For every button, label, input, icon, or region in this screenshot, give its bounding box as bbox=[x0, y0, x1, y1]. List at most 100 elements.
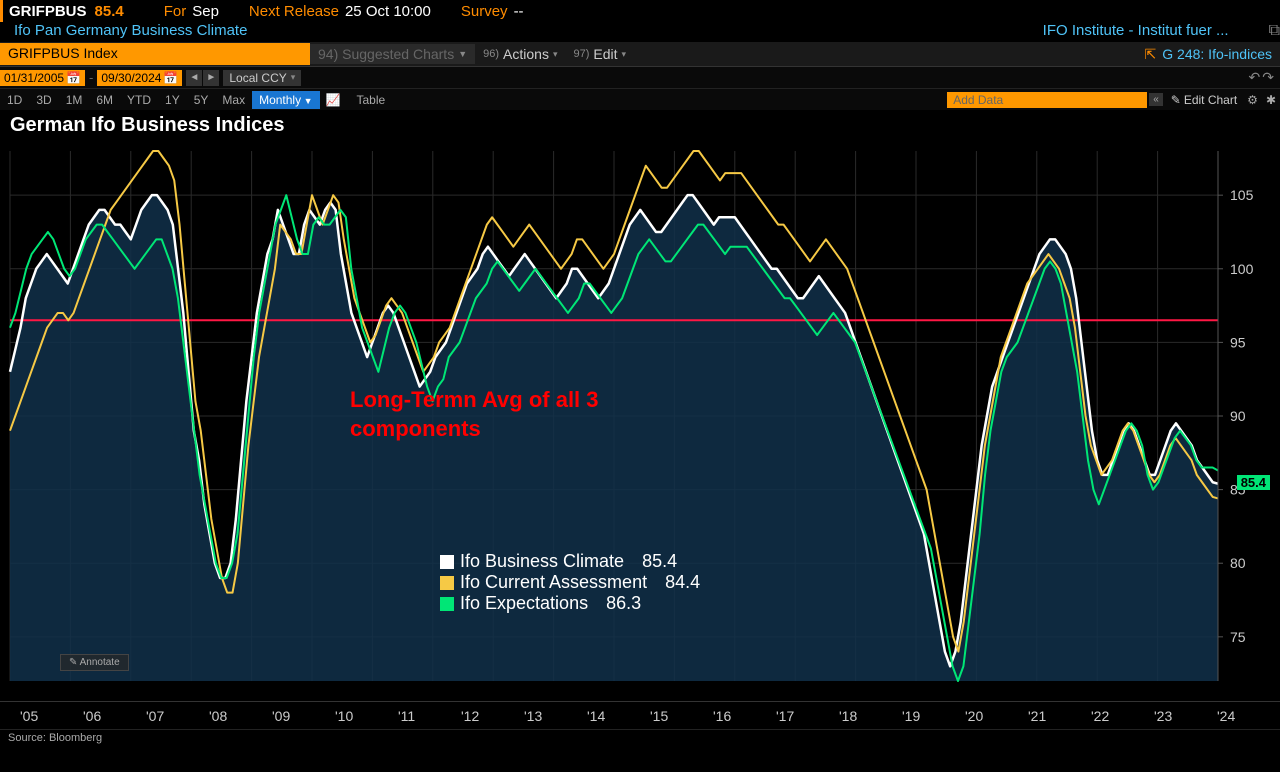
chart-annotation: Long-Termn Avg of all 3 components bbox=[350, 386, 599, 443]
x-tick: '07 bbox=[146, 708, 209, 724]
toolbar-period: 1D3D1M6MYTD1Y5YMaxMonthly ▼ 📈 Table Add … bbox=[0, 88, 1280, 110]
value-badge: 85.4 bbox=[1237, 475, 1270, 490]
legend-label: Ifo Business Climate bbox=[460, 551, 624, 572]
suggested-charts-button[interactable]: 94) Suggested Charts▼ bbox=[310, 44, 475, 64]
x-tick: '15 bbox=[650, 708, 713, 724]
date-from-input[interactable]: 01/31/2005📅 bbox=[0, 70, 85, 86]
chart-area[interactable]: 7580859095100105 Long-Termn Avg of all 3… bbox=[0, 141, 1280, 701]
header-ticker-row: GRIFPBUS 85.4 For Sep Next Release 25 Oc… bbox=[0, 0, 1280, 22]
x-tick: '23 bbox=[1154, 708, 1217, 724]
svg-text:95: 95 bbox=[1230, 334, 1246, 350]
undo-button[interactable]: ↶ bbox=[1249, 69, 1261, 86]
search-input[interactable]: GRIFPBUS Index bbox=[0, 43, 310, 65]
table-button[interactable]: Table bbox=[346, 91, 395, 109]
date-prev-button[interactable]: ◄ bbox=[186, 70, 202, 86]
period-1y[interactable]: 1Y bbox=[158, 91, 187, 109]
legend-value: 86.3 bbox=[606, 593, 641, 614]
x-tick: '18 bbox=[839, 708, 902, 724]
export-icon[interactable]: ⇱ bbox=[1145, 46, 1157, 63]
subtitle-row: Ifo Pan Germany Business Climate IFO Ins… bbox=[0, 22, 1280, 42]
add-data-input[interactable]: Add Data bbox=[947, 92, 1147, 108]
x-tick: '22 bbox=[1091, 708, 1154, 724]
x-tick: '21 bbox=[1028, 708, 1091, 724]
annotate-button[interactable]: ✎ Annotate bbox=[60, 654, 129, 671]
toolbar-date: 01/31/2005📅 - 09/30/2024📅 ◄ ► Local CCY▾… bbox=[0, 66, 1280, 88]
chart-legend: Ifo Business Climate 85.4Ifo Current Asse… bbox=[440, 551, 700, 614]
legend-row: Ifo Expectations 86.3 bbox=[440, 593, 700, 614]
x-tick: '20 bbox=[965, 708, 1028, 724]
legend-row: Ifo Business Climate 85.4 bbox=[440, 551, 700, 572]
ticker-value: 85.4 bbox=[95, 3, 124, 20]
actions-num: 96) bbox=[483, 48, 499, 60]
date-next-button[interactable]: ► bbox=[203, 70, 219, 86]
annotation-line2: components bbox=[350, 415, 599, 444]
g-link[interactable]: G 248: Ifo-indices bbox=[1162, 46, 1280, 62]
ccy-select[interactable]: Local CCY▾ bbox=[223, 70, 301, 86]
svg-text:80: 80 bbox=[1230, 555, 1246, 571]
suggested-label: 94) Suggested Charts bbox=[318, 46, 454, 62]
edit-num: 97) bbox=[573, 48, 589, 60]
actions-label: Actions bbox=[503, 46, 549, 62]
legend-value: 84.4 bbox=[665, 572, 700, 593]
x-tick: '11 bbox=[398, 708, 461, 724]
chart-type-icon[interactable]: 📈 bbox=[320, 93, 347, 107]
svg-text:75: 75 bbox=[1230, 629, 1246, 645]
legend-label: Ifo Expectations bbox=[460, 593, 588, 614]
next-release-value: 25 Oct 10:00 bbox=[345, 3, 431, 20]
x-axis: '05'06'07'08'09'10'11'12'13'14'15'16'17'… bbox=[0, 701, 1280, 729]
legend-value: 85.4 bbox=[642, 551, 677, 572]
date-to-input[interactable]: 09/30/2024📅 bbox=[97, 70, 182, 86]
x-tick: '24 bbox=[1217, 708, 1280, 724]
edit-chart-button[interactable]: ✎ Edit Chart bbox=[1165, 93, 1243, 107]
edit-label: Edit bbox=[593, 46, 617, 62]
period-buttons: 1D3D1M6MYTD1Y5YMaxMonthly ▼ bbox=[0, 91, 320, 109]
x-tick: '17 bbox=[776, 708, 839, 724]
footer-source: Source: Bloomberg bbox=[0, 729, 1280, 749]
period-5y[interactable]: 5Y bbox=[187, 91, 216, 109]
x-tick: '06 bbox=[83, 708, 146, 724]
chart-svg: 7580859095100105 bbox=[0, 141, 1280, 701]
svg-text:105: 105 bbox=[1230, 187, 1254, 203]
period-ytd[interactable]: YTD bbox=[120, 91, 158, 109]
svg-text:100: 100 bbox=[1230, 261, 1254, 277]
x-tick: '13 bbox=[524, 708, 587, 724]
toolbar-main: GRIFPBUS Index 94) Suggested Charts▼ 96)… bbox=[0, 42, 1280, 66]
annotation-line1: Long-Termn Avg of all 3 bbox=[350, 386, 599, 415]
legend-label: Ifo Current Assessment bbox=[460, 572, 647, 593]
subtitle-right: IFO Institute - Institut fuer ... bbox=[1043, 22, 1269, 42]
ticker-symbol: GRIFPBUS bbox=[9, 3, 87, 20]
collapse-button[interactable]: « bbox=[1149, 93, 1163, 106]
period-1m[interactable]: 1M bbox=[59, 91, 90, 109]
x-tick: '05 bbox=[20, 708, 83, 724]
redo-button[interactable]: ↷ bbox=[1262, 69, 1274, 86]
edit-button[interactable]: 97) Edit▾ bbox=[565, 44, 634, 64]
x-tick: '14 bbox=[587, 708, 650, 724]
period-6m[interactable]: 6M bbox=[89, 91, 120, 109]
x-tick: '16 bbox=[713, 708, 776, 724]
for-value: Sep bbox=[192, 3, 219, 20]
survey-label: Survey bbox=[461, 3, 508, 20]
x-tick: '08 bbox=[209, 708, 272, 724]
legend-swatch bbox=[440, 597, 454, 611]
survey-value: -- bbox=[514, 3, 524, 20]
legend-swatch bbox=[440, 576, 454, 590]
svg-text:90: 90 bbox=[1230, 408, 1246, 424]
next-release-label: Next Release bbox=[249, 3, 339, 20]
x-tick: '10 bbox=[335, 708, 398, 724]
popout-icon[interactable]: ⧉ bbox=[1269, 22, 1280, 42]
period-1d[interactable]: 1D bbox=[0, 91, 29, 109]
legend-swatch bbox=[440, 555, 454, 569]
star-icon[interactable]: ✱ bbox=[1262, 93, 1280, 107]
period-monthly[interactable]: Monthly ▼ bbox=[252, 91, 319, 109]
for-label: For bbox=[164, 3, 187, 20]
period-3d[interactable]: 3D bbox=[29, 91, 58, 109]
period-max[interactable]: Max bbox=[215, 91, 252, 109]
chart-title: German Ifo Business Indices bbox=[0, 110, 1280, 141]
actions-button[interactable]: 96) Actions▾ bbox=[475, 44, 565, 64]
x-tick: '12 bbox=[461, 708, 524, 724]
legend-row: Ifo Current Assessment 84.4 bbox=[440, 572, 700, 593]
x-tick: '09 bbox=[272, 708, 335, 724]
x-tick: '19 bbox=[902, 708, 965, 724]
subtitle-left: Ifo Pan Germany Business Climate bbox=[0, 22, 1043, 42]
gear-icon[interactable]: ⚙ bbox=[1243, 93, 1262, 107]
